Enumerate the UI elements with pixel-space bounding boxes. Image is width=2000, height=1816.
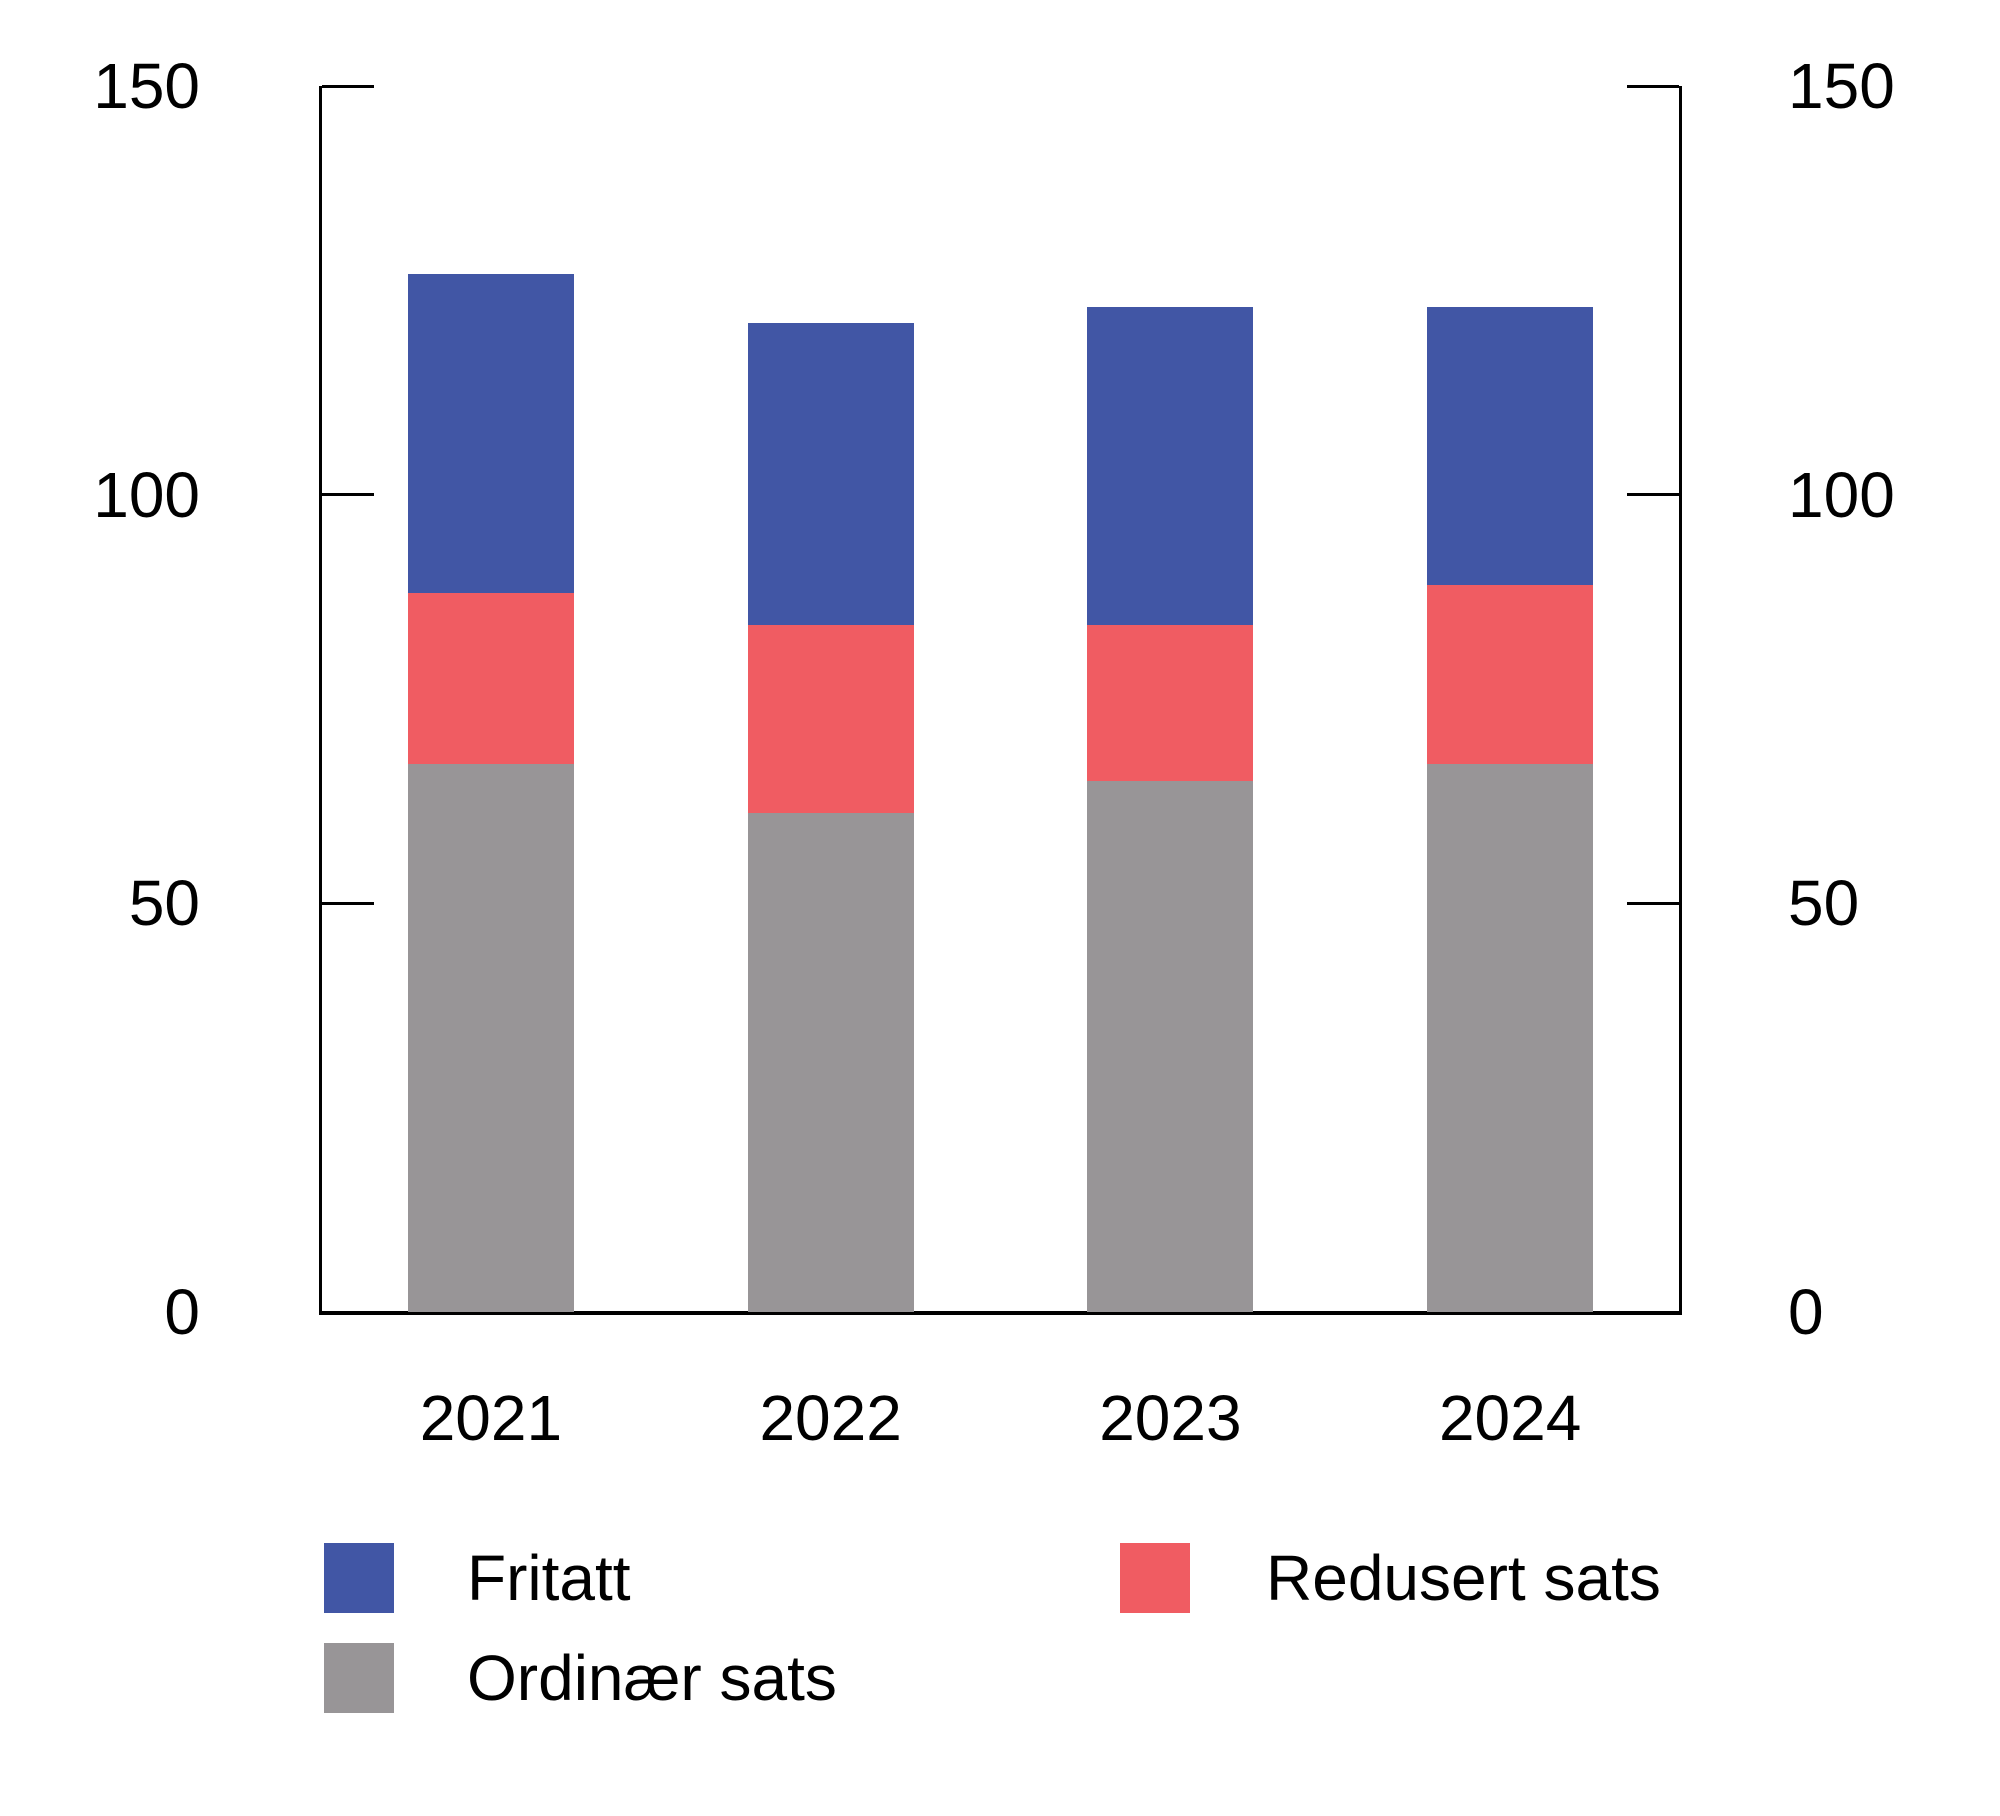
y-tick-left — [322, 84, 374, 88]
legend-swatch-fritatt — [324, 1543, 394, 1613]
y-axis-left — [319, 86, 322, 1312]
bar-segment-fritatt-2021 — [407, 273, 574, 593]
x-axis-label: 2023 — [1099, 1382, 1242, 1454]
bar-segment-redusert-sats-2023 — [1087, 625, 1254, 781]
y-tick-right — [1627, 84, 1679, 88]
legend-label: Ordinær sats — [467, 1642, 837, 1714]
bar-segment-ordin-r-sats-2024 — [1427, 764, 1594, 1312]
bar-segment-redusert-sats-2021 — [407, 592, 574, 765]
y-tick-left — [322, 901, 374, 905]
y-axis-label-left: 100 — [93, 458, 200, 531]
bar-segment-fritatt-2024 — [1427, 306, 1594, 585]
bar-segment-redusert-sats-2022 — [747, 625, 914, 814]
bar-segment-redusert-sats-2024 — [1427, 584, 1594, 765]
y-axis-right — [1679, 86, 1682, 1312]
y-axis-label-right: 100 — [1788, 458, 1895, 531]
bar-segment-fritatt-2022 — [747, 323, 914, 626]
y-axis-label-left: 50 — [128, 867, 200, 940]
legend-swatch-ordin-r-sats — [324, 1643, 394, 1713]
bar-segment-ordin-r-sats-2023 — [1087, 780, 1254, 1312]
bar-segment-ordin-r-sats-2022 — [747, 813, 914, 1312]
bar-segment-ordin-r-sats-2021 — [407, 764, 574, 1312]
x-axis-label: 2021 — [419, 1382, 563, 1454]
y-axis-label-right: 150 — [1788, 50, 1895, 122]
bar-segment-fritatt-2023 — [1087, 306, 1254, 626]
y-tick-right — [1627, 901, 1679, 905]
y-tick-right — [1627, 493, 1679, 497]
y-axis-label-left: 150 — [93, 50, 200, 122]
x-axis-label: 2022 — [759, 1382, 902, 1454]
y-axis-label-right: 0 — [1788, 1276, 1824, 1348]
x-axis — [319, 1311, 1682, 1315]
y-axis-label-left: 0 — [164, 1276, 200, 1348]
legend-label: Fritatt — [467, 1542, 631, 1614]
legend-swatch-redusert-sats — [1120, 1543, 1190, 1613]
x-axis-label: 2024 — [1438, 1382, 1582, 1454]
y-axis-label-right: 50 — [1788, 867, 1860, 940]
legend-label: Redusert sats — [1266, 1542, 1661, 1614]
y-tick-left — [322, 493, 374, 497]
